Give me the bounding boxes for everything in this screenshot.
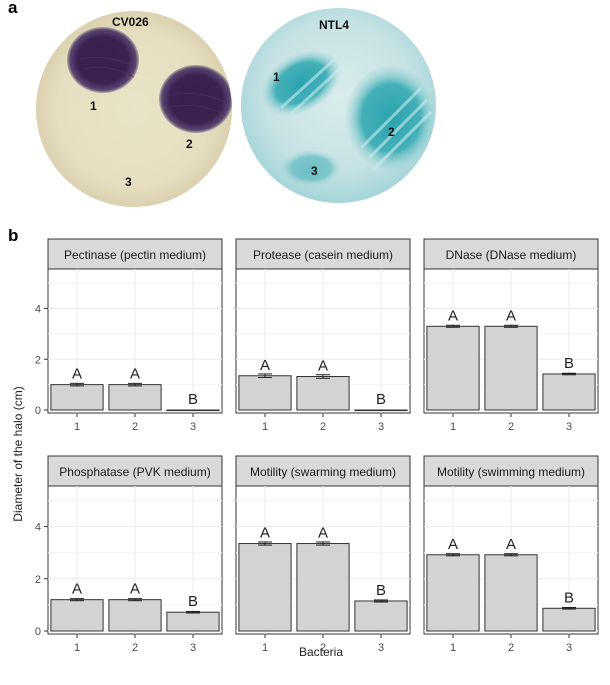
panel-letter-a: a: [8, 0, 18, 17]
colony-label: 2: [388, 125, 395, 139]
significance-letter: A: [506, 307, 516, 324]
facet-title: Motility (swimming medium): [437, 465, 585, 479]
bar: [296, 543, 350, 632]
significance-letter: A: [72, 581, 82, 598]
ntl4-plate-colonies: [262, 50, 436, 186]
cv026-plate-image: CV026 1 2 3: [36, 11, 232, 207]
significance-letter: B: [564, 589, 574, 606]
colony-label: 3: [311, 164, 318, 178]
y-tick-label: 4: [35, 522, 41, 534]
y-tick-label: 2: [35, 354, 41, 366]
bar: [108, 599, 162, 632]
facet-title: Pectinase (pectin medium): [64, 248, 206, 262]
x-tick-label: 2: [320, 421, 326, 433]
x-tick-label: 1: [262, 642, 268, 654]
plate-label-ntl4: NTL4: [319, 18, 349, 32]
x-tick-label: 1: [450, 642, 456, 654]
colony-1-blue-halo: [262, 50, 340, 116]
y-axis-label: Diameter of the halo (cm): [11, 386, 25, 521]
bar: [426, 325, 480, 411]
x-tick-label: 3: [566, 642, 572, 654]
y-tick-label: 0: [35, 405, 41, 417]
significance-letter: A: [506, 536, 516, 553]
significance-letter: B: [376, 391, 386, 408]
bar: [484, 325, 538, 411]
significance-letter: A: [448, 307, 458, 324]
cv026-plate-colonies: [67, 27, 232, 133]
colony-2-violacein-halo: [159, 65, 232, 133]
x-tick-label: 3: [190, 421, 196, 433]
bar: [238, 543, 292, 632]
panel-letter-b: b: [8, 226, 19, 245]
bar: [166, 611, 220, 632]
bar: [542, 607, 596, 632]
x-tick-label: 3: [378, 642, 384, 654]
x-tick-label: 1: [74, 642, 80, 654]
x-axis-label: Bacteria: [299, 645, 343, 659]
bar: [166, 409, 220, 412]
bar: [296, 376, 350, 411]
x-tick-label: 2: [508, 642, 514, 654]
bar: [354, 600, 408, 632]
x-tick-label: 1: [262, 421, 268, 433]
significance-letter: A: [130, 366, 140, 383]
significance-letter: A: [318, 525, 328, 542]
colony-label: 1: [90, 99, 97, 113]
colony-label: 2: [186, 137, 193, 151]
significance-letter: A: [318, 358, 328, 375]
bar: [108, 384, 162, 411]
y-tick-label: 2: [35, 574, 41, 586]
x-tick-label: 3: [190, 642, 196, 654]
x-tick-label: 1: [450, 421, 456, 433]
bar: [50, 599, 104, 632]
facet-title: DNase (DNase medium): [446, 248, 577, 262]
colony-label: 3: [125, 175, 132, 189]
bar: [354, 409, 408, 412]
significance-letter: A: [72, 366, 82, 383]
x-tick-label: 2: [132, 642, 138, 654]
bar: [484, 554, 538, 632]
colony-label: 1: [273, 70, 280, 84]
plate-label-cv026: CV026: [112, 15, 149, 29]
facet-strip: [423, 238, 599, 270]
colony-1-violacein-halo: [67, 27, 139, 93]
significance-letter: B: [188, 593, 198, 610]
x-tick-label: 3: [566, 421, 572, 433]
significance-letter: B: [376, 582, 386, 599]
bar: [426, 554, 480, 632]
significance-letter: B: [188, 391, 198, 408]
facet-title: Motility (swarming medium): [250, 465, 396, 479]
facet-strip: [235, 238, 411, 270]
bar: [238, 375, 292, 411]
facet-title: Phosphatase (PVK medium): [59, 465, 210, 479]
significance-letter: A: [260, 525, 270, 542]
y-tick-label: 4: [35, 304, 41, 316]
ntl4-plate-image: NTL4 1 2 3: [241, 8, 436, 203]
facet-strip: [47, 238, 223, 270]
x-tick-label: 2: [508, 421, 514, 433]
y-tick-label: 0: [35, 626, 41, 638]
significance-letter: A: [448, 536, 458, 553]
significance-letter: B: [564, 355, 574, 372]
x-tick-label: 1: [74, 421, 80, 433]
colony-3-blue-halo: [281, 150, 341, 186]
x-tick-label: 2: [320, 642, 326, 654]
bar: [542, 373, 596, 411]
x-tick-label: 2: [132, 421, 138, 433]
x-tick-label: 3: [378, 421, 384, 433]
significance-letter: A: [260, 357, 270, 374]
facet-title: Protease (casein medium): [253, 248, 393, 262]
significance-letter: A: [130, 581, 140, 598]
bar: [50, 384, 104, 411]
